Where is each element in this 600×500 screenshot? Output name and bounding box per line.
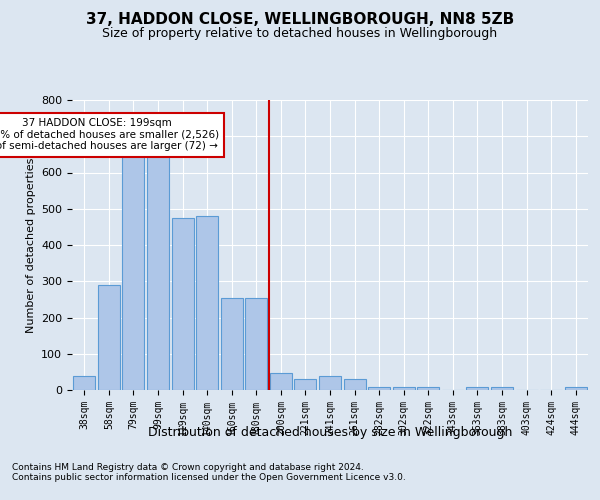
Bar [368,388,390,390]
Bar [417,388,439,390]
Text: Contains public sector information licensed under the Open Government Licence v3: Contains public sector information licen… [12,474,406,482]
Bar [147,151,169,390]
Bar [319,376,341,390]
Bar [344,379,365,390]
Bar [466,388,488,390]
Text: Distribution of detached houses by size in Wellingborough: Distribution of detached houses by size … [148,426,512,439]
Bar [98,285,120,390]
Text: 37, HADDON CLOSE, WELLINGBOROUGH, NN8 5ZB: 37, HADDON CLOSE, WELLINGBOROUGH, NN8 5Z… [86,12,514,28]
Bar [196,216,218,390]
Bar [270,373,292,390]
Bar [221,298,243,390]
Text: Contains HM Land Registry data © Crown copyright and database right 2024.: Contains HM Land Registry data © Crown c… [12,464,364,472]
Text: Size of property relative to detached houses in Wellingborough: Size of property relative to detached ho… [103,28,497,40]
Bar [295,379,316,390]
Y-axis label: Number of detached properties: Number of detached properties [26,158,35,332]
Bar [491,388,513,390]
Bar [245,298,268,390]
Bar [73,376,95,390]
Text: 37 HADDON CLOSE: 199sqm
← 97% of detached houses are smaller (2,526)
3% of semi-: 37 HADDON CLOSE: 199sqm ← 97% of detache… [0,118,218,152]
Bar [565,388,587,390]
Bar [122,154,145,390]
Bar [172,218,194,390]
Bar [392,388,415,390]
